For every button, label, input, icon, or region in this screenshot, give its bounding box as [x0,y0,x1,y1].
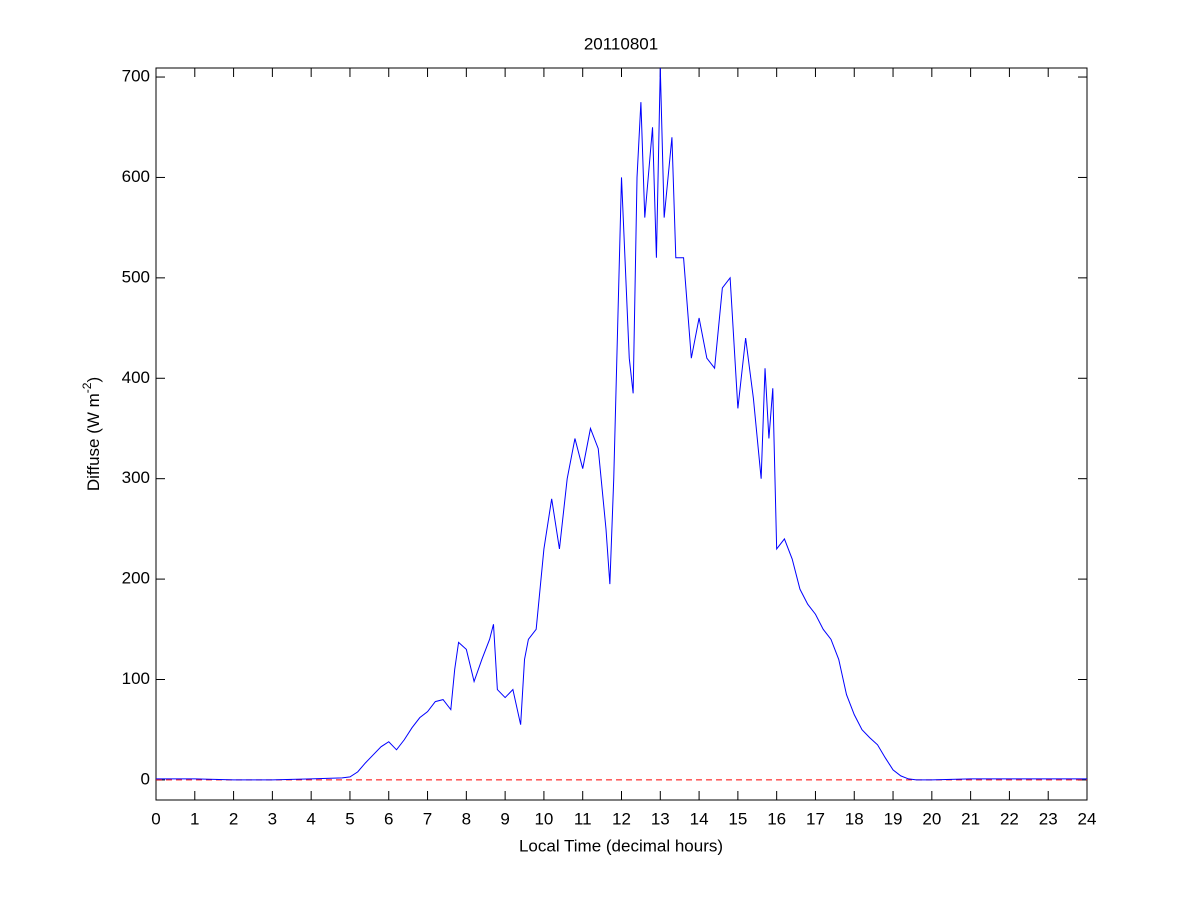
y-tick-label: 700 [122,67,150,86]
y-tick-label: 100 [122,669,150,688]
data-line [156,67,1087,781]
x-axis-label: Local Time (decimal hours) [519,836,723,855]
x-tick-label: 16 [767,809,786,828]
x-tick-label: 4 [306,809,315,828]
x-tick-label: 11 [574,809,592,828]
y-tick-label: 500 [122,267,150,286]
x-tick-label: 3 [268,809,277,828]
x-tick-label: 21 [961,809,980,828]
x-tick-label: 5 [345,809,354,828]
x-tick-label: 15 [728,809,747,828]
x-tick-label: 24 [1078,809,1097,828]
x-tick-label: 17 [806,809,825,828]
x-tick-label: 0 [151,809,160,828]
y-tick-label: 200 [122,569,150,588]
x-tick-label: 2 [229,809,238,828]
y-label-text: Diffuse (W m [84,393,103,491]
y-tick-label: 300 [122,468,150,487]
x-tick-label: 6 [384,809,393,828]
y-tick-label: 600 [122,167,150,186]
x-tick-label: 23 [1039,809,1058,828]
x-tick-label: 12 [612,809,631,828]
x-tick-label: 8 [462,809,471,828]
y-label-suffix: ) [84,377,103,383]
x-tick-label: 18 [845,809,864,828]
y-label-superscript: -2 [80,382,94,393]
y-tick-label: 0 [141,769,150,788]
x-tick-label: 19 [884,809,903,828]
x-tick-label: 10 [534,809,553,828]
chart-title: 20110801 [584,34,658,53]
y-tick-label: 400 [122,368,150,387]
x-tick-label: 20 [922,809,941,828]
y-axis-label: Diffuse (W m-2) [80,377,103,491]
x-tick-label: 14 [690,809,709,828]
x-tick-label: 22 [1000,809,1019,828]
x-tick-label: 13 [651,809,670,828]
x-tick-label: 9 [500,809,509,828]
x-tick-label: 1 [190,809,199,828]
x-tick-label: 7 [423,809,432,828]
